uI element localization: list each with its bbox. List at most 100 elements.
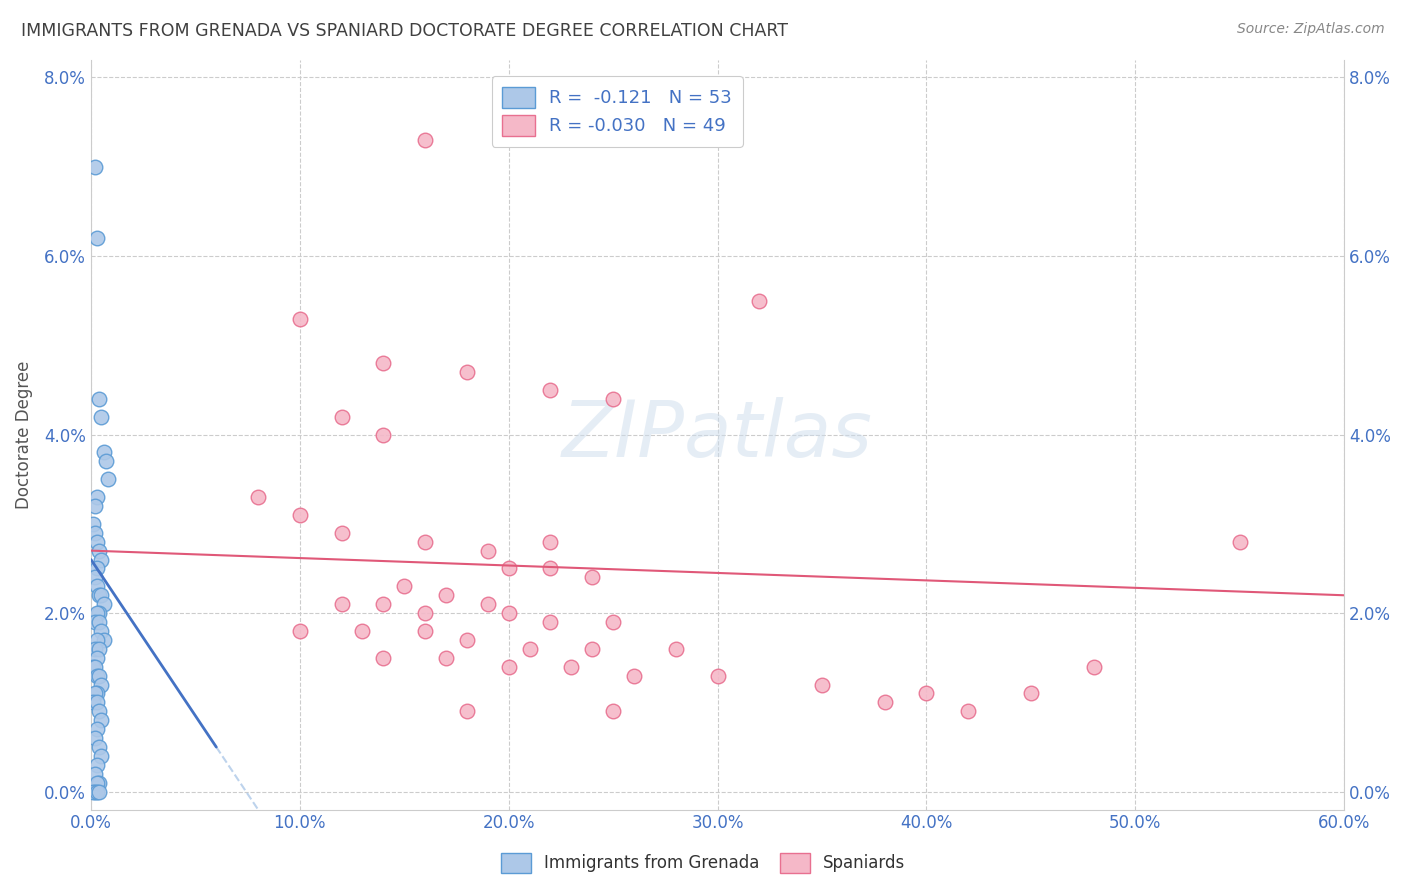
- Point: [498, 659, 520, 673]
- Point: [84, 731, 107, 745]
- Point: [84, 659, 107, 673]
- Text: ZIPatlas: ZIPatlas: [562, 397, 873, 473]
- Legend: R =  -0.121   N = 53, R = -0.030   N = 49: R = -0.121 N = 53, R = -0.030 N = 49: [492, 76, 742, 146]
- Point: [93, 597, 115, 611]
- Point: [413, 606, 436, 620]
- Point: [89, 641, 111, 656]
- Point: [86, 758, 108, 772]
- Point: [581, 641, 603, 656]
- Point: [373, 356, 395, 370]
- Point: [86, 632, 108, 647]
- Point: [352, 624, 374, 638]
- Point: [540, 534, 562, 549]
- Point: [84, 615, 107, 629]
- Point: [86, 650, 108, 665]
- Point: [434, 650, 457, 665]
- Point: [581, 570, 603, 584]
- Point: [86, 534, 108, 549]
- Point: [86, 785, 108, 799]
- Point: [560, 659, 582, 673]
- Y-axis label: Doctorate Degree: Doctorate Degree: [15, 360, 32, 508]
- Point: [86, 776, 108, 790]
- Point: [623, 668, 645, 682]
- Point: [330, 409, 353, 424]
- Point: [456, 632, 478, 647]
- Point: [84, 686, 107, 700]
- Point: [288, 508, 311, 522]
- Point: [86, 579, 108, 593]
- Point: [84, 499, 107, 513]
- Point: [602, 392, 624, 406]
- Point: [90, 677, 112, 691]
- Point: [94, 454, 117, 468]
- Text: Source: ZipAtlas.com: Source: ZipAtlas.com: [1237, 22, 1385, 37]
- Point: [456, 365, 478, 379]
- Point: [84, 641, 107, 656]
- Point: [602, 615, 624, 629]
- Point: [86, 490, 108, 504]
- Point: [373, 597, 395, 611]
- Point: [82, 785, 104, 799]
- Point: [93, 632, 115, 647]
- Point: [498, 606, 520, 620]
- Point: [288, 311, 311, 326]
- Point: [540, 383, 562, 397]
- Point: [97, 472, 120, 486]
- Point: [86, 668, 108, 682]
- Legend: Immigrants from Grenada, Spaniards: Immigrants from Grenada, Spaniards: [494, 847, 912, 880]
- Point: [498, 561, 520, 575]
- Point: [394, 579, 416, 593]
- Point: [706, 668, 728, 682]
- Point: [477, 597, 499, 611]
- Point: [915, 686, 938, 700]
- Point: [90, 588, 112, 602]
- Point: [86, 561, 108, 575]
- Point: [84, 785, 107, 799]
- Point: [477, 543, 499, 558]
- Point: [330, 597, 353, 611]
- Point: [86, 231, 108, 245]
- Point: [89, 785, 111, 799]
- Point: [89, 392, 111, 406]
- Point: [82, 659, 104, 673]
- Point: [86, 695, 108, 709]
- Point: [519, 641, 541, 656]
- Point: [89, 543, 111, 558]
- Point: [957, 704, 980, 718]
- Point: [434, 588, 457, 602]
- Point: [247, 490, 270, 504]
- Point: [89, 668, 111, 682]
- Point: [90, 409, 112, 424]
- Point: [82, 695, 104, 709]
- Point: [82, 516, 104, 531]
- Point: [456, 704, 478, 718]
- Point: [373, 650, 395, 665]
- Point: [89, 615, 111, 629]
- Text: IMMIGRANTS FROM GRENADA VS SPANIARD DOCTORATE DEGREE CORRELATION CHART: IMMIGRANTS FROM GRENADA VS SPANIARD DOCT…: [21, 22, 789, 40]
- Point: [413, 133, 436, 147]
- Point: [84, 525, 107, 540]
- Point: [86, 606, 108, 620]
- Point: [86, 686, 108, 700]
- Point: [1229, 534, 1251, 549]
- Point: [89, 776, 111, 790]
- Point: [84, 160, 107, 174]
- Point: [811, 677, 834, 691]
- Point: [90, 749, 112, 764]
- Point: [90, 713, 112, 727]
- Point: [93, 445, 115, 459]
- Point: [413, 534, 436, 549]
- Point: [89, 704, 111, 718]
- Point: [330, 525, 353, 540]
- Point: [84, 570, 107, 584]
- Point: [748, 293, 770, 308]
- Point: [84, 767, 107, 781]
- Point: [373, 427, 395, 442]
- Point: [540, 561, 562, 575]
- Point: [873, 695, 896, 709]
- Point: [90, 552, 112, 566]
- Point: [86, 722, 108, 736]
- Point: [540, 615, 562, 629]
- Point: [89, 739, 111, 754]
- Point: [665, 641, 688, 656]
